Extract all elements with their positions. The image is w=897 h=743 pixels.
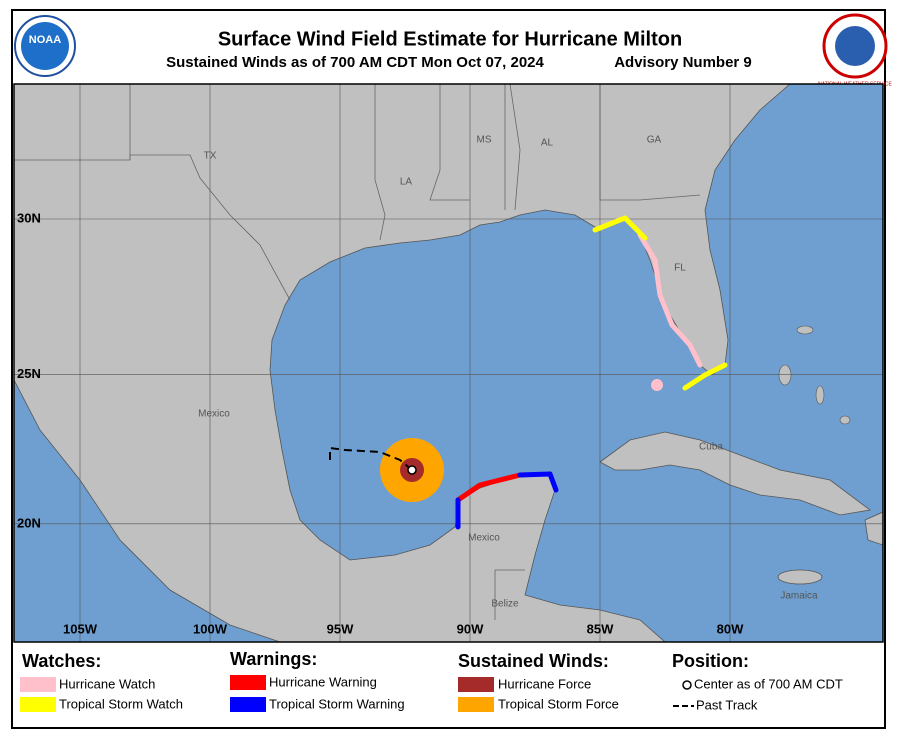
- legend-swatch: [458, 677, 494, 692]
- legend-label: Tropical Storm Force: [498, 696, 619, 711]
- legend-swatch: [20, 677, 56, 692]
- legend-label: Hurricane Warning: [269, 674, 377, 689]
- center: [407, 465, 417, 475]
- legend-label: Hurricane Watch: [59, 676, 155, 691]
- past-track: [329, 446, 413, 471]
- land: [864, 511, 883, 546]
- lon-label: 85W: [587, 621, 614, 636]
- place-label: AL: [541, 138, 554, 149]
- legend: Watches: Warnings: Sustained Winds: Posi…: [20, 649, 843, 712]
- map: 30N 25N 20N 105W 100W 95W 90W 85W 80W TX LA MS A…: [14, 84, 883, 642]
- place-label: FL: [674, 263, 686, 274]
- place-label: GA: [647, 135, 662, 146]
- center-symbol: [682, 680, 692, 690]
- land: [599, 431, 871, 516]
- title: Surface Wind Field Estimate for Hurrican…: [218, 28, 682, 50]
- noaa-logo: NOAA: [14, 15, 76, 77]
- place-label: Belize: [491, 599, 519, 610]
- legend-title: Position:: [672, 651, 749, 671]
- bahamas: [778, 325, 851, 425]
- legend-label: Past Track: [696, 697, 758, 712]
- place-label: MS: [477, 135, 492, 146]
- legend-label: Tropical Storm Warning: [269, 696, 405, 711]
- legend-swatch: [230, 675, 266, 690]
- lon-label: 80W: [717, 621, 744, 636]
- legend-title: Watches:: [22, 651, 101, 671]
- subtitle: Sustained Winds as of 700 AM CDT Mon Oct…: [166, 54, 544, 71]
- hazard: [651, 379, 663, 391]
- advisory: Advisory Number 9: [614, 54, 752, 71]
- lon-label: 105W: [63, 621, 98, 636]
- graticule: 30N 25N 20N 105W 100W 95W 90W 85W 80W: [14, 84, 883, 642]
- legend-swatch: [230, 697, 266, 712]
- lon-label: 100W: [193, 621, 228, 636]
- place-label: Cuba: [699, 442, 723, 453]
- place-label: Mexico: [468, 533, 500, 544]
- lat-label: 25N: [17, 366, 41, 381]
- legend-title: Warnings:: [230, 649, 317, 669]
- legend-label: Center as of 700 AM CDT: [694, 676, 843, 691]
- logo-text: NOAA: [29, 34, 61, 46]
- legend-label: Tropical Storm Watch: [59, 696, 183, 711]
- map-border: [13, 83, 884, 643]
- lon-label: 95W: [327, 621, 354, 636]
- lat-label: 20N: [17, 515, 41, 530]
- lon-label: 90W: [457, 621, 484, 636]
- place-label: LA: [400, 177, 413, 188]
- legend-title: Sustained Winds:: [458, 651, 609, 671]
- legend-swatch: [458, 697, 494, 712]
- hazards: [455, 215, 728, 530]
- lat-label: 30N: [17, 210, 41, 225]
- place-label: TX: [204, 151, 217, 162]
- land: [777, 569, 823, 585]
- borders: [14, 84, 701, 620]
- place-label: Mexico: [198, 409, 230, 420]
- place-label: Jamaica: [780, 591, 818, 602]
- legend-label: Hurricane Force: [498, 676, 591, 691]
- legend-swatch: [20, 697, 56, 712]
